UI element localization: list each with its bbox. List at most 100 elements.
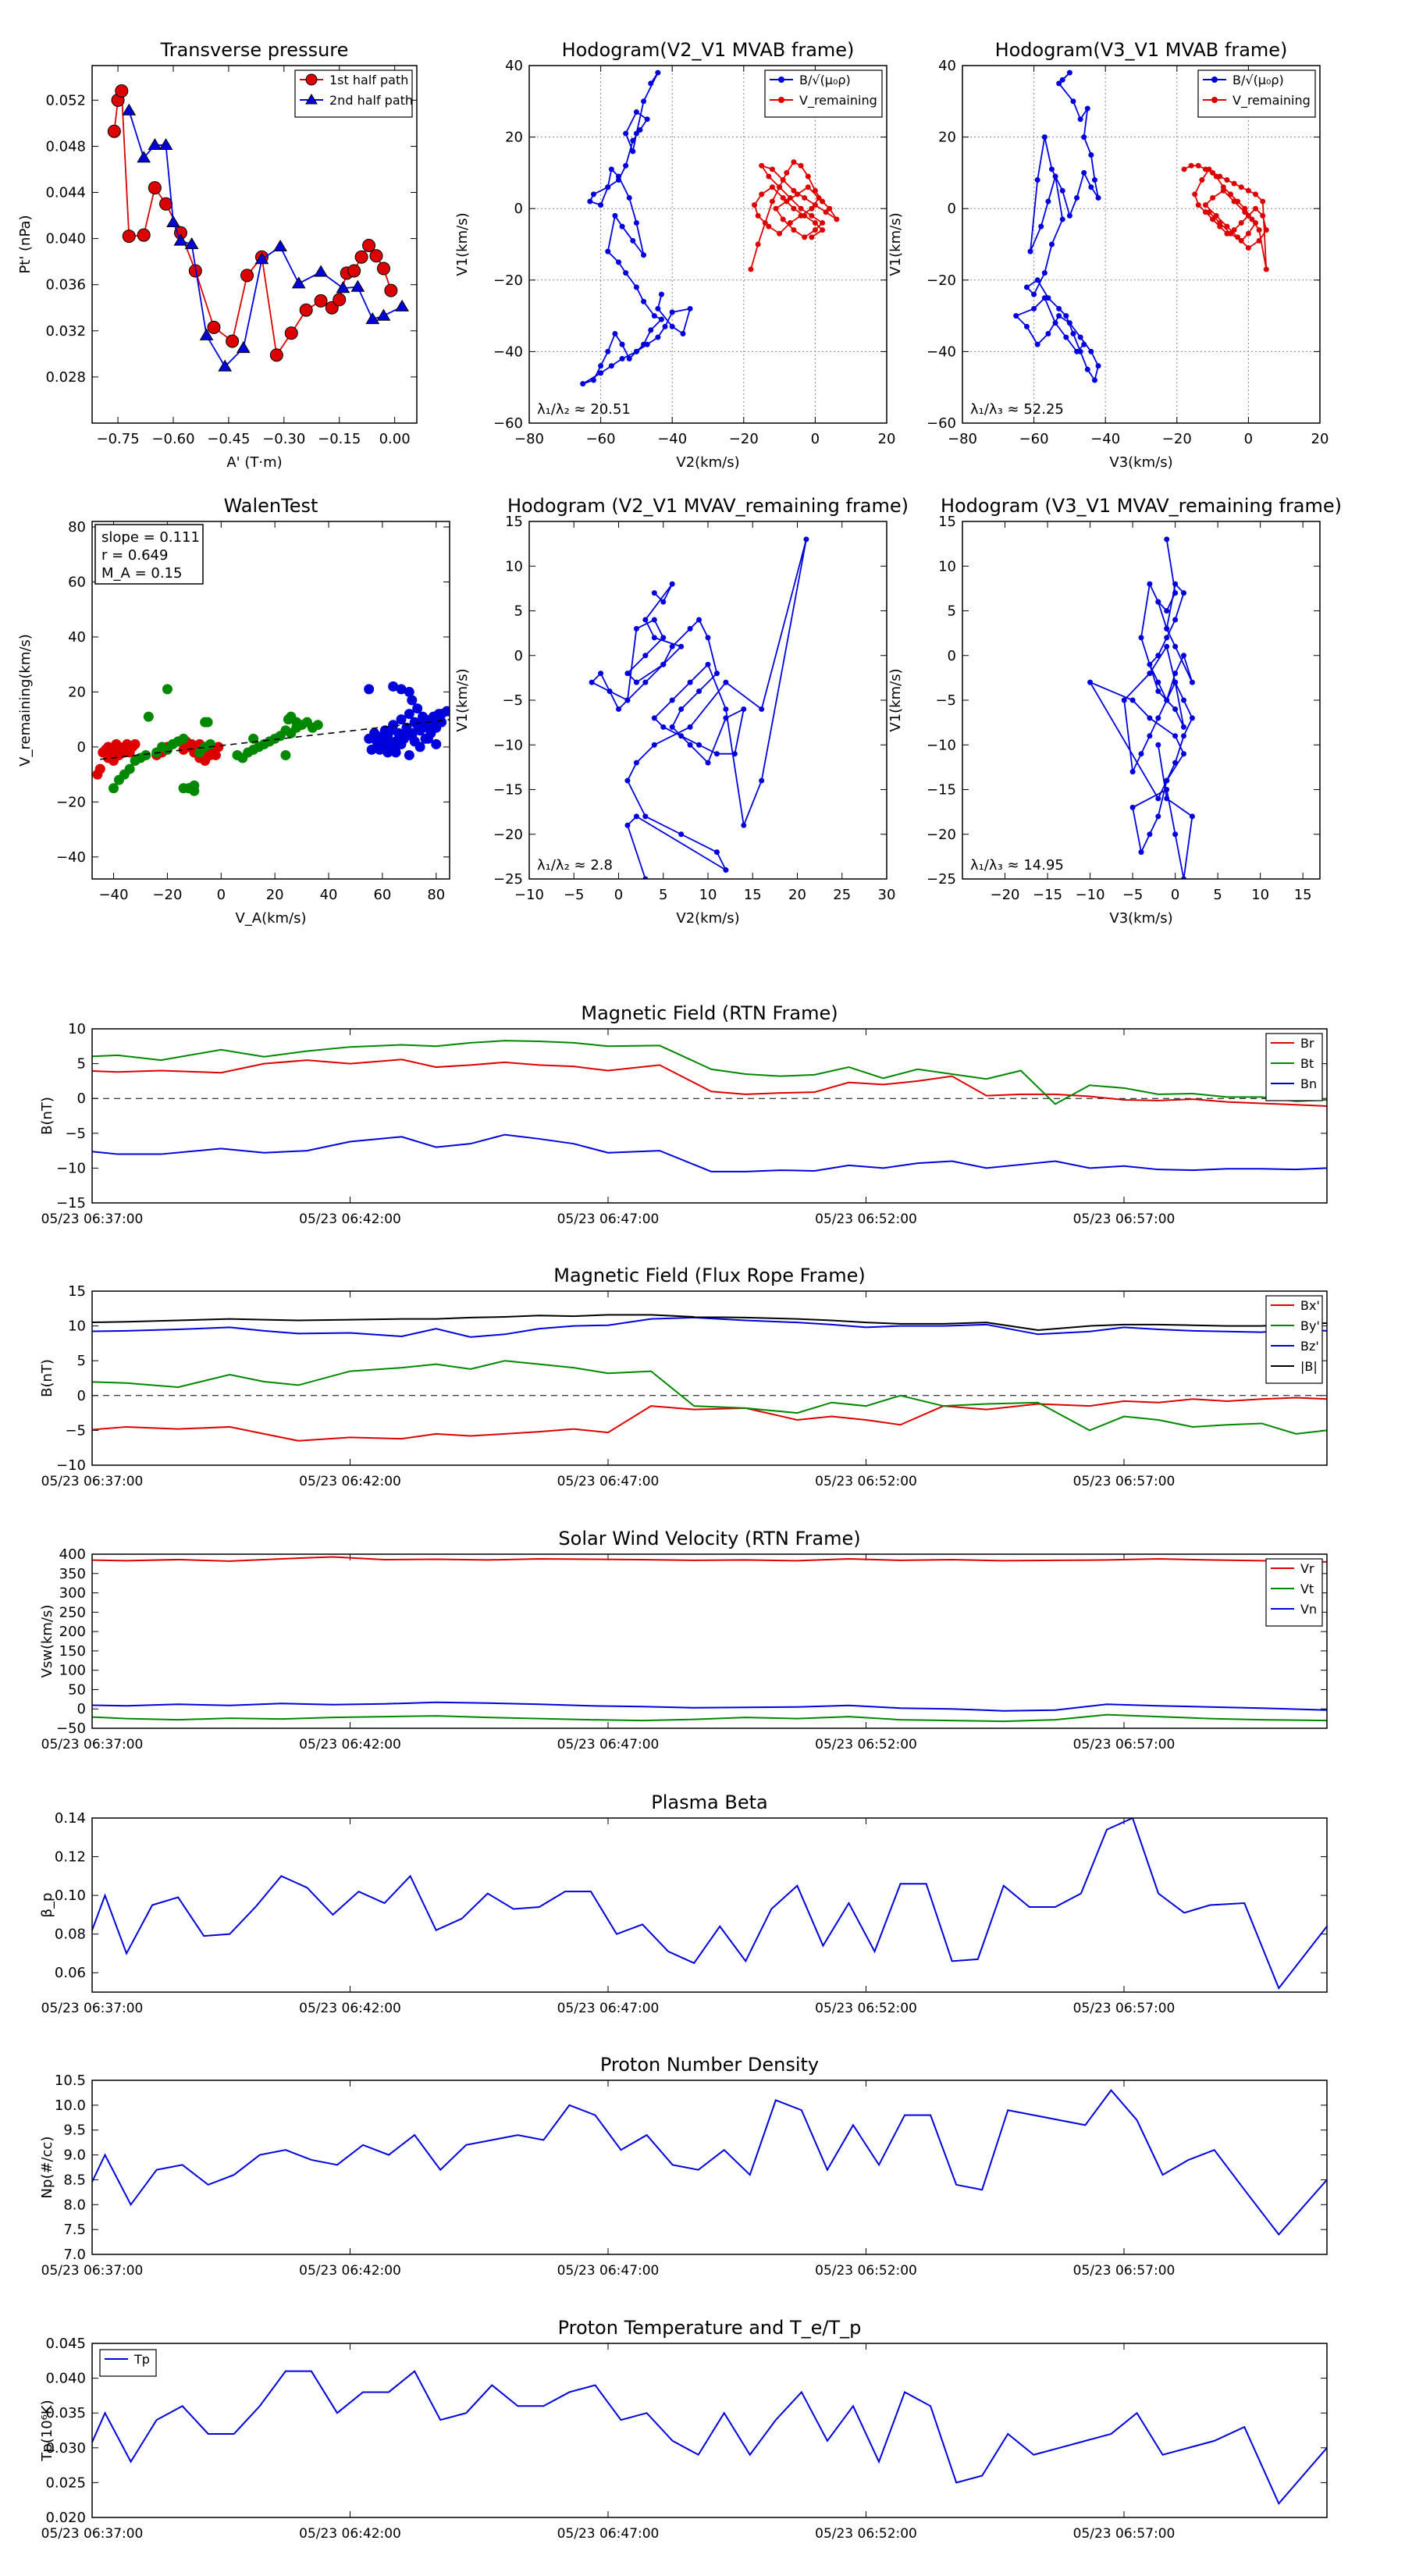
y-tick-label: −40 (493, 343, 523, 360)
data-point (1210, 169, 1216, 176)
data-point (633, 284, 639, 290)
data-point (254, 252, 269, 265)
data-point (791, 205, 797, 212)
legend-label: |B| (1300, 1359, 1318, 1374)
data-point (731, 751, 738, 757)
data-point (1231, 198, 1237, 205)
legend-box (1197, 69, 1316, 118)
data-point (590, 191, 596, 197)
y-tick-label: −20 (493, 827, 523, 843)
y-tick-label: 0.08 (55, 1927, 86, 1943)
data-point (658, 291, 664, 297)
series-line-Bx' (92, 1397, 1327, 1442)
data-point (1256, 227, 1262, 233)
plot-frame (91, 1817, 1328, 1993)
legend-marker (778, 97, 784, 103)
chart-0: Transverse pressure −0.75 −0.60 −0.45 −0.30−… (17, 39, 418, 471)
data-point (791, 187, 797, 194)
data-point (823, 209, 829, 215)
data-point (802, 234, 808, 240)
data-point (1074, 194, 1080, 201)
data-point (787, 220, 793, 226)
x-tick-label: −60 (586, 431, 616, 447)
data-point (678, 831, 685, 838)
y-tick-label: −20 (56, 794, 86, 810)
data-point (1172, 617, 1179, 623)
data-point (407, 728, 418, 738)
data-point (820, 227, 826, 233)
x-tick-label: 0 (217, 887, 226, 903)
x-tick-label: 0.00 (379, 431, 411, 447)
data-group (92, 1040, 1327, 1172)
data-point (162, 684, 173, 695)
x-tick-label: 05/23 06:52:00 (815, 1474, 917, 1489)
data-point (780, 177, 786, 183)
legend-marker (1211, 97, 1218, 103)
data-point (205, 749, 216, 760)
y-tick-label: 40 (505, 58, 523, 74)
data-point (1038, 223, 1044, 229)
data-point (1041, 295, 1048, 301)
legend-label: Bt (1300, 1056, 1314, 1071)
data-point (395, 299, 409, 311)
y-tick-label: 10 (938, 558, 956, 575)
data-point (1172, 581, 1179, 587)
data-point (431, 738, 442, 749)
y-tick-label: 350 (59, 1566, 86, 1582)
y-tick-label: 0.12 (55, 1849, 86, 1866)
data-group (1087, 536, 1195, 879)
x-tick-label: 05/23 06:57:00 (1073, 1737, 1176, 1752)
data-point (713, 849, 720, 856)
data-point (1189, 813, 1195, 820)
x-tick-label: 05/23 06:52:00 (815, 2263, 917, 2279)
chart-11: Proton Temperature and T_e/T_p 05/23 06:3… (39, 2317, 1328, 2542)
data-point (642, 653, 649, 659)
data-point (404, 749, 414, 760)
data-point (143, 711, 154, 722)
data-point (1031, 305, 1037, 311)
chart-title: Hodogram (V2_V1 MVAV_remaining frame) (507, 495, 909, 517)
data-point (347, 264, 361, 278)
legend-label: Vt (1300, 1582, 1314, 1596)
data-point (655, 305, 661, 311)
x-tick-label: 05/23 06:37:00 (41, 1474, 144, 1489)
x-tick-label: −10 (1076, 887, 1105, 903)
chart-title: Hodogram(V3_V1 MVAB frame) (995, 39, 1288, 61)
data-point (598, 671, 604, 677)
x-tick-label: −20 (991, 887, 1020, 903)
data-point (173, 233, 188, 246)
data-group (92, 1556, 1327, 1723)
y-tick-label: 15 (505, 514, 523, 530)
data-point (626, 194, 632, 201)
data-point (1034, 177, 1040, 183)
data-point (662, 323, 668, 329)
data-point (1084, 366, 1090, 372)
data-point (1155, 813, 1161, 820)
data-point (1235, 234, 1241, 240)
data-point (364, 684, 375, 695)
data-point (107, 124, 121, 138)
x-tick-label: −20 (152, 887, 182, 903)
plot-frame (91, 1553, 1328, 1729)
data-point (1087, 679, 1094, 685)
chart-9: Plasma Beta 05/23 06:37:00 05/23 06:42:00 0… (39, 1791, 1328, 2016)
data-point (791, 159, 797, 165)
data-point (1210, 216, 1216, 222)
data-group (92, 1818, 1327, 1991)
data-point (240, 269, 254, 283)
x-tick-label: 05/23 06:42:00 (299, 2001, 401, 2016)
data-point (137, 228, 151, 242)
x-tick-label: 05/23 06:52:00 (815, 1737, 917, 1752)
y-tick-label: −5 (502, 692, 523, 709)
data-point (803, 536, 809, 543)
data-point (791, 227, 797, 233)
data-point (1088, 152, 1094, 158)
series-line-By' (92, 1360, 1327, 1435)
data-point (705, 760, 711, 766)
data-point (669, 697, 675, 703)
data-group (1013, 69, 1269, 383)
data-point (795, 191, 800, 197)
plot-frame (91, 65, 418, 424)
data-point (1172, 679, 1179, 685)
